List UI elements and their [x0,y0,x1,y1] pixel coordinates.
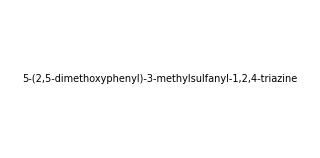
Text: 5-(2,5-dimethoxyphenyl)-3-methylsulfanyl-1,2,4-triazine: 5-(2,5-dimethoxyphenyl)-3-methylsulfanyl… [22,74,298,84]
